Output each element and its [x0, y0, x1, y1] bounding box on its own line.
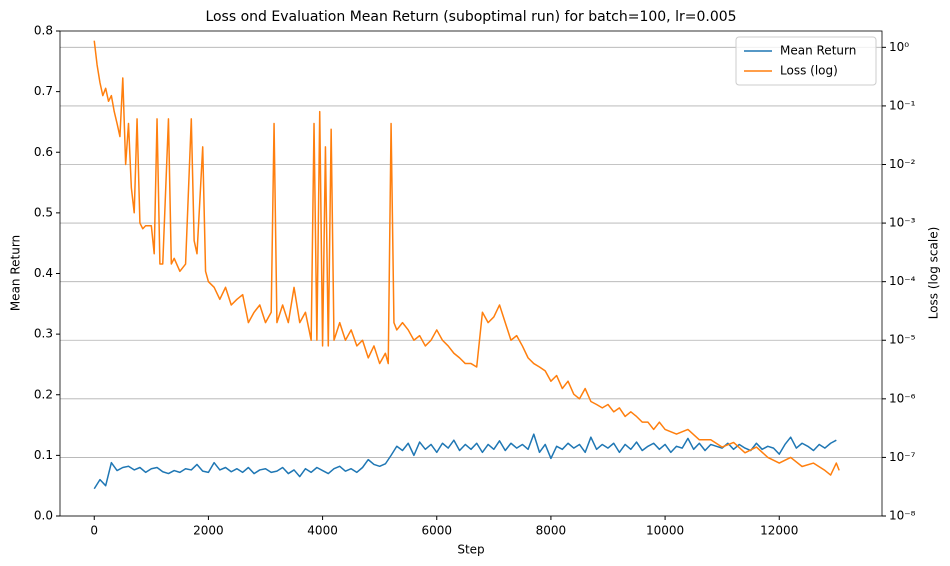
legend-label: Mean Return	[780, 44, 856, 58]
y2-tick-label: 10⁻⁷	[889, 450, 916, 464]
y2-tick-label: 10⁻³	[889, 216, 916, 230]
x-axis-label: Step	[457, 543, 484, 557]
y-tick-label: 0.4	[34, 266, 53, 280]
legend-box	[735, 36, 877, 86]
y2-axis-label: Loss (log scale)	[927, 227, 941, 320]
y2-tick-label: 10⁻⁴	[889, 274, 916, 288]
x-tick-label: 2000	[193, 524, 224, 538]
y2-tick-label: 10⁻⁶	[889, 391, 916, 405]
legend-label: Loss (log)	[780, 64, 838, 78]
y-axis-label: Mean Return	[9, 235, 23, 311]
series-line	[93, 40, 840, 476]
x-tick-label: 6000	[421, 524, 452, 538]
series-line	[93, 433, 837, 490]
x-tick-label: 0	[90, 524, 98, 538]
y-tick-label: 0.3	[34, 327, 53, 341]
plot-frame	[59, 30, 883, 517]
y2-tick-label: 10⁻⁸	[889, 509, 916, 523]
x-tick-label: 8000	[536, 524, 567, 538]
y-tick-label: 0.6	[34, 145, 53, 159]
x-tick-label: 4000	[307, 524, 338, 538]
y-tick-label: 0.8	[34, 24, 53, 38]
y2-tick-label: 10⁻¹	[889, 98, 916, 112]
y2-tick-label: 10⁰	[889, 40, 909, 54]
y2-tick-label: 10⁻⁵	[889, 333, 916, 347]
y-tick-label: 0.0	[34, 509, 53, 523]
x-tick-label: 12000	[760, 524, 798, 538]
y-tick-label: 0.7	[34, 84, 53, 98]
y-tick-label: 0.1	[34, 448, 53, 462]
x-tick-label: 10000	[646, 524, 684, 538]
chart-title: Loss ond Evaluation Mean Return (subopti…	[205, 9, 736, 25]
y-tick-label: 0.5	[34, 205, 53, 219]
y2-tick-label: 10⁻²	[889, 157, 916, 171]
y-tick-label: 0.2	[34, 387, 53, 401]
